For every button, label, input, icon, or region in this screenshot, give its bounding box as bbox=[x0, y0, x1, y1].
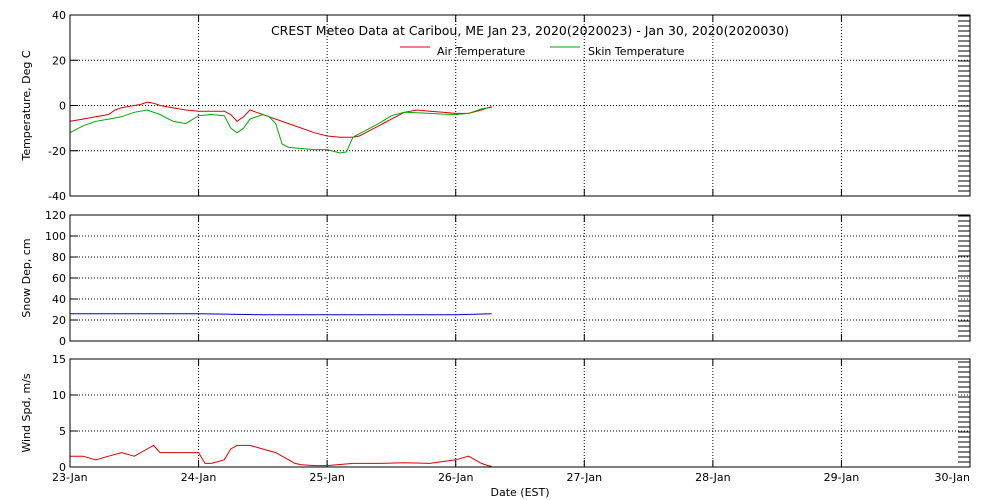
panel-1: -40 -20 0 20 40 Temperature, Deg C bbox=[20, 9, 971, 203]
plot-frame bbox=[69, 214, 971, 342]
y-tick-label: 0 bbox=[59, 461, 66, 474]
chart-title: CREST Meteo Data at Caribou, ME Jan 23, … bbox=[271, 23, 789, 38]
y-tick-label: 0 bbox=[59, 100, 66, 113]
y-tick-label: 40 bbox=[52, 293, 66, 306]
y-tick-label: 60 bbox=[52, 272, 66, 285]
panel-2: 0 20 40 60 80 100 120 Snow Dep, cm bbox=[20, 209, 971, 348]
chart-panels: -40 -20 0 20 40 Temperature, Deg C 0 20 40 60 80 10… bbox=[20, 9, 971, 484]
y-tick-label: 80 bbox=[52, 251, 66, 264]
x-tick-label: 30-Jan bbox=[934, 471, 970, 484]
series-line-1-2 bbox=[69, 107, 492, 154]
y-tick-label: 20 bbox=[52, 54, 66, 67]
y-tick-label: 40 bbox=[52, 9, 66, 22]
plot-frame bbox=[69, 14, 971, 197]
y-axis-label: Wind Spd, m/s bbox=[20, 373, 33, 453]
legend-label: Skin Temperature bbox=[588, 45, 685, 58]
y-axis-label: Temperature, Deg C bbox=[20, 50, 33, 161]
x-tick-label: 29-Jan bbox=[824, 471, 860, 484]
x-tick-label: 24-Jan bbox=[181, 471, 217, 484]
y-tick-label: 20 bbox=[52, 314, 66, 327]
y-tick-label: 100 bbox=[45, 230, 66, 243]
legend-label: Air Temperature bbox=[437, 45, 526, 58]
panel-3: 0 5 10 15 Wind Spd, m/s bbox=[20, 353, 971, 474]
plot-frame bbox=[69, 358, 971, 468]
x-tick-label: 27-Jan bbox=[567, 471, 603, 484]
x-tick-label: 23-Jan bbox=[52, 471, 88, 484]
y-tick-label: 120 bbox=[45, 209, 66, 222]
x-tick-label: 25-Jan bbox=[309, 471, 345, 484]
y-tick-label: 10 bbox=[52, 389, 66, 402]
series-line-3-1 bbox=[70, 444, 492, 467]
y-tick-label: 0 bbox=[59, 335, 66, 348]
series-line-1-1 bbox=[69, 101, 492, 138]
y-tick-label: -20 bbox=[48, 145, 66, 158]
series-line-2-1 bbox=[70, 313, 492, 316]
x-tick-label: 28-Jan bbox=[695, 471, 731, 484]
y-tick-label: 5 bbox=[59, 425, 66, 438]
y-tick-label: -40 bbox=[48, 190, 66, 203]
x-axis-label: Date (EST) bbox=[490, 486, 549, 499]
x-tick-label: 26-Jan bbox=[438, 471, 474, 484]
chart-legend: Air Temperature Skin Temperature bbox=[400, 45, 685, 58]
y-axis-label: Snow Dep, cm bbox=[20, 238, 33, 317]
y-tick-label: 15 bbox=[52, 353, 66, 366]
